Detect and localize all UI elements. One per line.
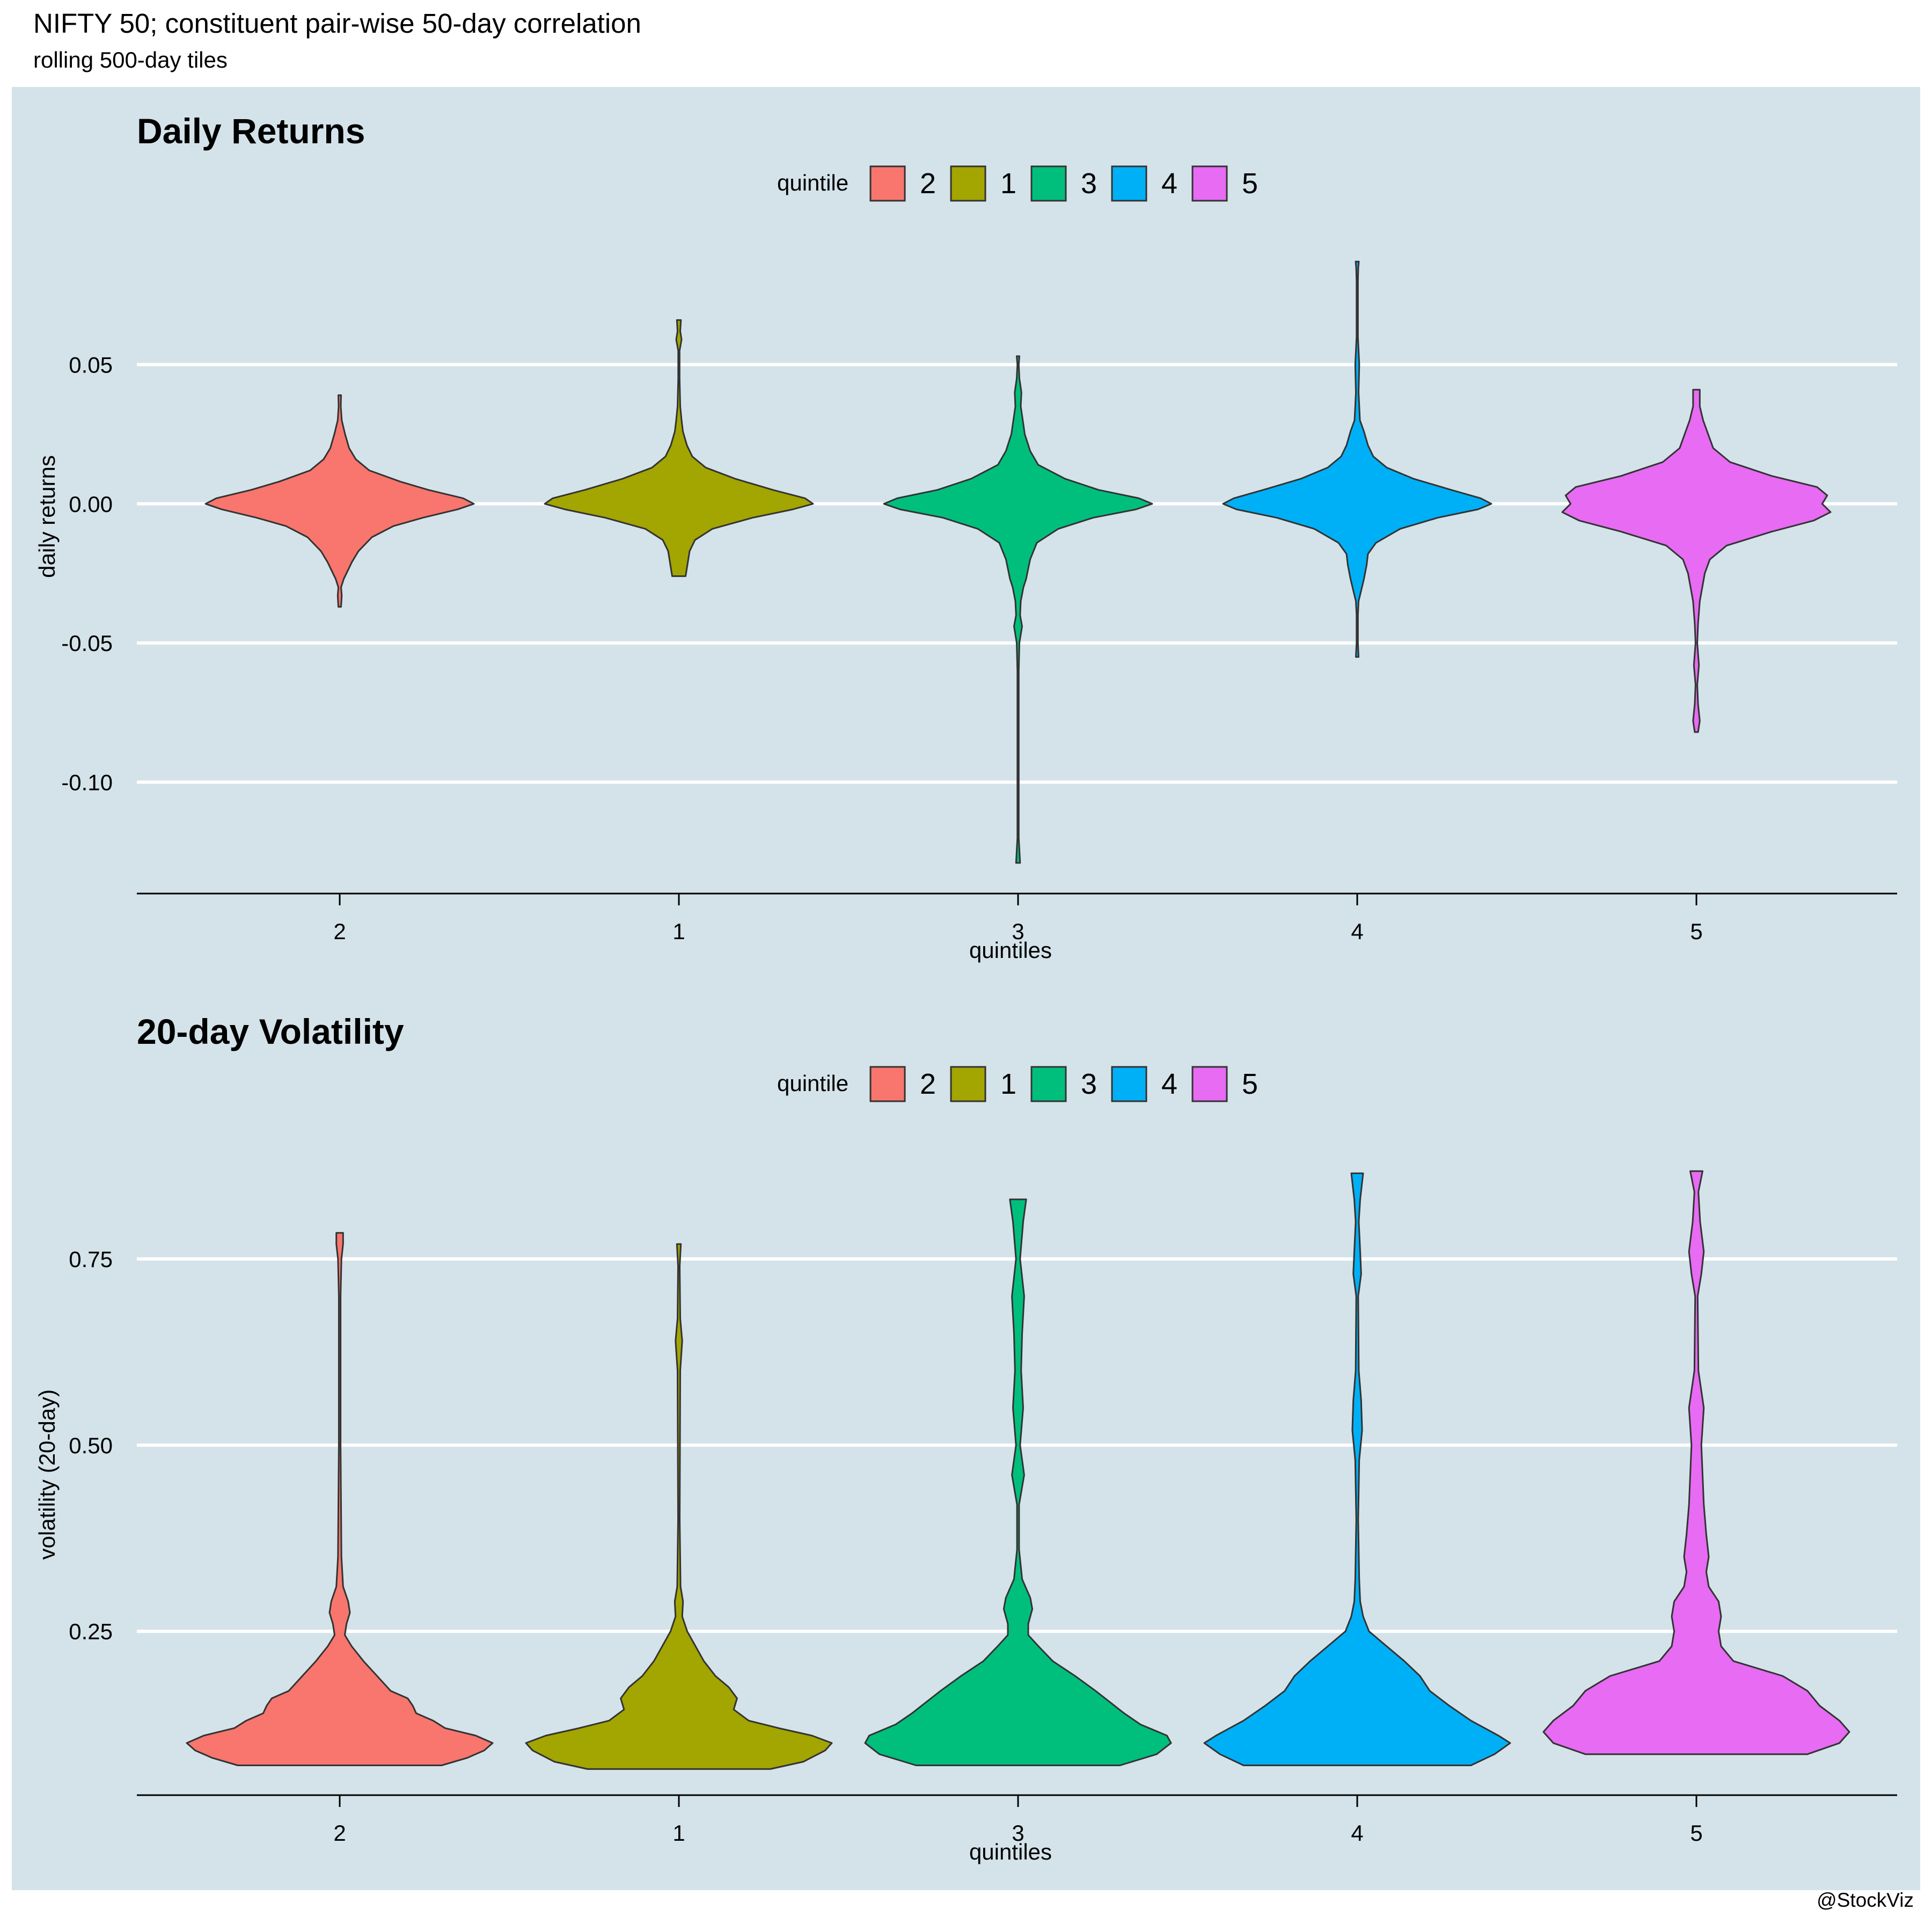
- legend-swatch: [1191, 1066, 1228, 1102]
- y-tick-label: 0.05: [69, 352, 113, 377]
- page-title: NIFTY 50; constituent pair-wise 50-day c…: [33, 8, 641, 39]
- legend-swatch: [1111, 1066, 1147, 1102]
- x-tick-label: 2: [333, 919, 346, 944]
- x-tick-label: 5: [1690, 919, 1702, 944]
- x-tick-label: 3: [1012, 919, 1024, 944]
- violin-5: [1561, 389, 1832, 733]
- chart-panel-1: Daily Returns quintile 2 1 3 4 5 0.05 0.00 -0.05 -…: [34, 111, 1897, 963]
- legend-swatch: [1111, 165, 1147, 202]
- x-tick-label: 4: [1351, 1820, 1363, 1846]
- legend-title: quintile: [777, 1071, 848, 1096]
- y-tick-label: 0.00: [69, 492, 113, 517]
- chart-title: Daily Returns: [137, 111, 365, 151]
- legend-label: 4: [1161, 1068, 1177, 1100]
- legend-label: 1: [1000, 167, 1016, 200]
- violin-4: [1203, 1172, 1511, 1766]
- legend-label: 1: [1000, 1068, 1016, 1100]
- violin-3: [883, 355, 1153, 864]
- chart-panel-2: 20-day Volatility quintile 2 1 3 4 5 0.75 0.50 0.…: [34, 1012, 1897, 1864]
- legend: quintile 2 1 3 4 5: [777, 165, 1258, 202]
- legend-label: 2: [920, 1068, 936, 1100]
- panel-background: [12, 87, 1920, 1890]
- x-tick-label: 4: [1351, 919, 1363, 944]
- y-tick-label: -0.10: [61, 770, 113, 795]
- y-tick-label: 0.25: [69, 1619, 113, 1644]
- legend-label: 3: [1081, 1068, 1097, 1100]
- x-tick-label: 1: [672, 919, 685, 944]
- y-axis-title: daily returns: [34, 455, 60, 578]
- legend-label: 4: [1161, 167, 1177, 200]
- legend-swatch: [1030, 1066, 1067, 1102]
- violin-1: [544, 319, 814, 577]
- y-tick-label: 0.75: [69, 1247, 113, 1272]
- x-tick-label: 2: [333, 1820, 346, 1846]
- violin-1: [525, 1243, 833, 1770]
- page-subtitle: rolling 500-day tiles: [33, 47, 228, 72]
- y-axis-title: volatility (20-day): [34, 1389, 60, 1560]
- legend: quintile 2 1 3 4 5: [777, 1066, 1258, 1102]
- legend-swatch: [950, 165, 986, 202]
- legend-label: 3: [1081, 167, 1097, 200]
- x-tick-label: 5: [1690, 1820, 1702, 1846]
- chart-title: 20-day Volatility: [137, 1012, 404, 1051]
- violin-2: [204, 394, 475, 608]
- legend-swatch: [869, 165, 906, 202]
- x-tick-label: 1: [672, 1820, 685, 1846]
- legend-title: quintile: [777, 170, 848, 195]
- legend-label: 5: [1242, 167, 1258, 200]
- x-axis-title: quintiles: [969, 938, 1052, 963]
- violin-4: [1222, 260, 1492, 658]
- legend-label: 5: [1242, 1068, 1258, 1100]
- x-tick-label: 3: [1012, 1820, 1024, 1846]
- legend-swatch: [869, 1066, 906, 1102]
- x-axis-title: quintiles: [969, 1839, 1052, 1864]
- violin-2: [186, 1232, 494, 1766]
- y-tick-label: -0.05: [61, 631, 113, 656]
- legend-swatch: [1191, 165, 1228, 202]
- violin-5: [1542, 1170, 1850, 1755]
- legend-swatch: [1030, 165, 1067, 202]
- violin-3: [864, 1198, 1172, 1766]
- legend-label: 2: [920, 167, 936, 200]
- y-tick-label: 0.50: [69, 1433, 113, 1458]
- credit-text: @StockViz: [1817, 1889, 1914, 1911]
- legend-swatch: [950, 1066, 986, 1102]
